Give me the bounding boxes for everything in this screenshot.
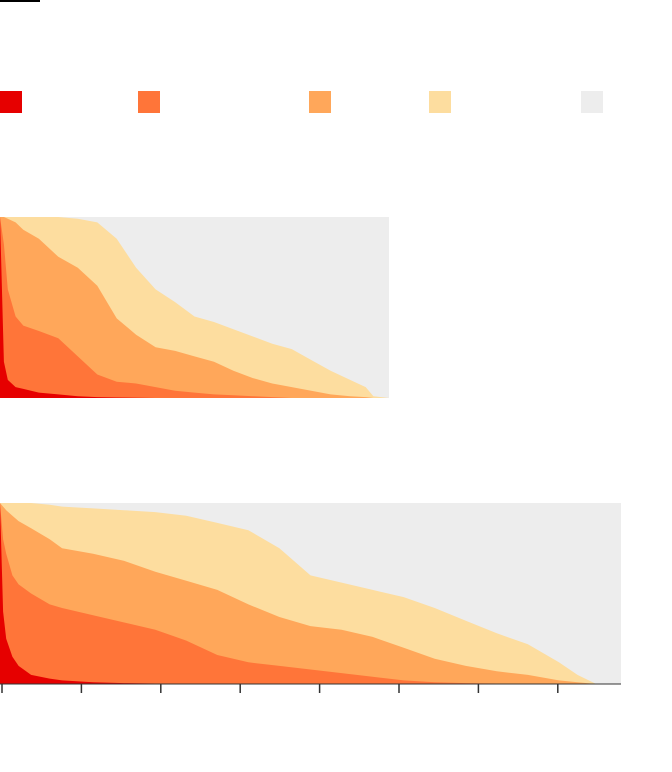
- legend-swatch: [429, 91, 451, 113]
- area-chart-top: [0, 217, 389, 398]
- legend-swatch: [309, 91, 331, 113]
- area-series-cat2: [0, 503, 621, 684]
- legend-swatch: [0, 91, 22, 113]
- header-rule: [0, 0, 40, 2]
- area-series-cat3: [0, 217, 389, 398]
- legend-swatch: [138, 91, 160, 113]
- area-series-cat2: [0, 217, 389, 398]
- legend-swatch: [581, 91, 603, 113]
- area-chart-bottom: [0, 503, 621, 693]
